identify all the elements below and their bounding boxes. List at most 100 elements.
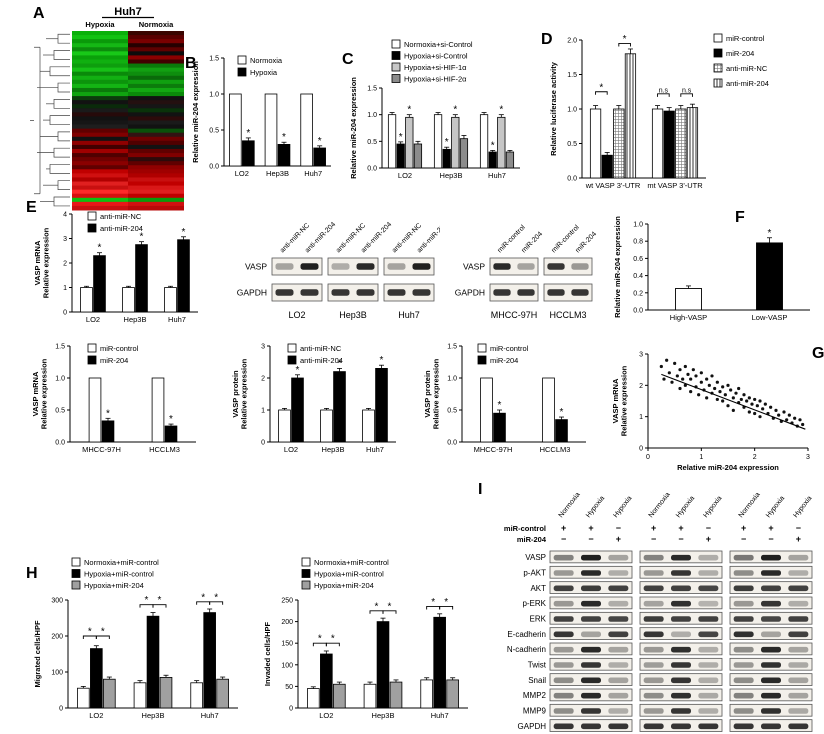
svg-text:3: 3 bbox=[63, 236, 67, 243]
svg-text:MHCC-97H: MHCC-97H bbox=[82, 445, 121, 454]
svg-text:*: * bbox=[140, 232, 144, 243]
svg-text:*: * bbox=[282, 132, 286, 143]
svg-text:Relative expression: Relative expression bbox=[432, 358, 441, 429]
svg-text:Normoxia: Normoxia bbox=[139, 20, 174, 29]
svg-text:0.0: 0.0 bbox=[633, 308, 643, 315]
svg-text:*: * bbox=[88, 627, 92, 638]
svg-text:0.0: 0.0 bbox=[367, 166, 377, 173]
svg-text:Relative miR-204 expression: Relative miR-204 expression bbox=[677, 463, 779, 472]
panel-d-bar-chart: 0.0 0.5 1.0 1.5 2.0 Relative luciferase activ… bbox=[548, 28, 824, 209]
svg-text:VASP: VASP bbox=[525, 553, 546, 562]
svg-text:miR-204: miR-204 bbox=[574, 231, 598, 255]
svg-text:GAPDH: GAPDH bbox=[237, 288, 267, 298]
svg-text:1.0: 1.0 bbox=[633, 222, 643, 229]
svg-text:*: * bbox=[318, 634, 322, 645]
svg-text:+: + bbox=[768, 523, 773, 533]
svg-text:Hypoxia: Hypoxia bbox=[675, 495, 696, 519]
svg-text:1: 1 bbox=[63, 285, 67, 292]
svg-text:*: * bbox=[145, 595, 149, 606]
svg-text:*: * bbox=[182, 227, 186, 238]
svg-text:0: 0 bbox=[261, 440, 265, 447]
svg-text:Normoxia: Normoxia bbox=[738, 491, 762, 519]
svg-text:*: * bbox=[296, 365, 300, 376]
svg-text:2: 2 bbox=[753, 454, 757, 461]
svg-text:0: 0 bbox=[59, 706, 63, 713]
svg-text:100: 100 bbox=[51, 670, 63, 677]
svg-text:*: * bbox=[375, 601, 379, 612]
svg-text:anti-miR-NC: anti-miR-NC bbox=[100, 212, 142, 221]
svg-text:anti-miR-204: anti-miR-204 bbox=[300, 356, 343, 365]
svg-text:1.0: 1.0 bbox=[367, 112, 377, 119]
svg-text:*: * bbox=[445, 137, 449, 148]
svg-text:MMP2: MMP2 bbox=[523, 691, 547, 700]
svg-text:−: − bbox=[651, 534, 656, 544]
svg-text:Relative expression: Relative expression bbox=[240, 358, 249, 429]
svg-text:0.8: 0.8 bbox=[633, 239, 643, 246]
svg-text:*: * bbox=[201, 592, 205, 603]
svg-text:Invaded cells/HPF: Invaded cells/HPF bbox=[263, 621, 272, 686]
svg-text:Hypoxia: Hypoxia bbox=[702, 495, 723, 519]
svg-text:Huh7: Huh7 bbox=[488, 171, 506, 180]
svg-text:Hep3B: Hep3B bbox=[372, 711, 395, 720]
svg-text:1: 1 bbox=[699, 454, 703, 461]
svg-text:miR-control: miR-control bbox=[100, 344, 139, 353]
svg-text:Normoxia+miR-control: Normoxia+miR-control bbox=[314, 558, 389, 567]
svg-text:*: * bbox=[499, 105, 503, 116]
svg-text:VASP: VASP bbox=[245, 262, 267, 272]
svg-text:*: * bbox=[599, 82, 603, 93]
svg-text:300: 300 bbox=[51, 598, 63, 605]
svg-text:1: 1 bbox=[639, 414, 643, 421]
panel-h-migration-chart-svg: 0 100 200 300 Migrated cells/HPF LO2 Hep3B Huh7… bbox=[33, 557, 238, 720]
panel-label-e: E bbox=[26, 199, 37, 216]
svg-text:Relative expression: Relative expression bbox=[42, 227, 51, 298]
svg-text:VASP mRNA: VASP mRNA bbox=[611, 378, 620, 423]
svg-text:1.0: 1.0 bbox=[209, 92, 219, 99]
svg-text:High-VASP: High-VASP bbox=[670, 313, 707, 322]
svg-text:*: * bbox=[388, 601, 392, 612]
svg-text:VASP mRNA: VASP mRNA bbox=[33, 240, 42, 285]
panel-label-b: B bbox=[185, 55, 197, 72]
svg-text:4: 4 bbox=[63, 212, 67, 219]
panel-f-bar-chart-svg: 0.0 0.2 0.4 0.6 0.8 1.0 Relative miR-204 expre… bbox=[613, 216, 810, 322]
svg-text:−: − bbox=[561, 534, 566, 544]
svg-text:Hypoxia: Hypoxia bbox=[85, 20, 115, 29]
svg-text:HCCLM3: HCCLM3 bbox=[540, 445, 571, 454]
svg-text:MHCC-97H: MHCC-97H bbox=[474, 445, 513, 454]
svg-text:2.0: 2.0 bbox=[567, 38, 577, 45]
svg-text:GAPDH: GAPDH bbox=[518, 722, 547, 731]
svg-text:Normoxia: Normoxia bbox=[250, 56, 283, 65]
panel-g-scatter-plot: 0 1 2 3 0 1 2 3 Relative miR-204 expression VASP … bbox=[610, 346, 818, 479]
svg-text:Hypoxia+miR-204: Hypoxia+miR-204 bbox=[314, 581, 374, 590]
svg-text:*: * bbox=[318, 136, 322, 147]
svg-text:Snail: Snail bbox=[528, 676, 546, 685]
svg-text:−: − bbox=[768, 534, 773, 544]
svg-text:*: * bbox=[444, 597, 448, 608]
svg-text:0: 0 bbox=[63, 310, 67, 317]
panel-label-a: A bbox=[33, 5, 45, 22]
panel-e-mrna-mir-chart: 0.0 0.5 1.0 1.5 VASP mRNA Relative expression… bbox=[30, 340, 202, 469]
panel-e-mrna-antimir-chart: 0 1 2 3 4 VASP mRNA Relative expression LO2 * Hep… bbox=[32, 208, 204, 339]
svg-text:n.s: n.s bbox=[659, 87, 669, 94]
svg-text:Hep3B: Hep3B bbox=[266, 169, 289, 178]
svg-text:Normoxia+si-Control: Normoxia+si-Control bbox=[404, 40, 473, 49]
svg-text:n.s: n.s bbox=[682, 87, 692, 94]
svg-text:*: * bbox=[246, 128, 250, 139]
svg-text:LO2: LO2 bbox=[319, 711, 333, 720]
svg-text:AKT: AKT bbox=[530, 584, 546, 593]
svg-text:miR-204: miR-204 bbox=[490, 356, 518, 365]
svg-text:Relative miR-204 expression: Relative miR-204 expression bbox=[191, 61, 200, 163]
panel-e-mrna-mir-chart-svg: 0.0 0.5 1.0 1.5 VASP mRNA Relative expression… bbox=[31, 344, 196, 454]
svg-text:*: * bbox=[407, 105, 411, 116]
svg-text:Hypoxia+si-HIF-2α: Hypoxia+si-HIF-2α bbox=[404, 75, 467, 84]
svg-text:0.5: 0.5 bbox=[367, 139, 377, 146]
svg-text:mt VASP 3'-UTR: mt VASP 3'-UTR bbox=[647, 181, 703, 190]
panel-a-heatmap: Huh7 Hypoxia Normoxia bbox=[28, 2, 190, 219]
svg-text:Low-VASP: Low-VASP bbox=[752, 313, 788, 322]
svg-text:*: * bbox=[453, 105, 457, 116]
svg-text:HCCLM3: HCCLM3 bbox=[549, 310, 586, 320]
svg-text:+: + bbox=[741, 523, 746, 533]
svg-text:Relative luciferase activity: Relative luciferase activity bbox=[549, 61, 558, 156]
svg-text:wt VASP 3'-UTR: wt VASP 3'-UTR bbox=[585, 181, 641, 190]
svg-text:*: * bbox=[431, 597, 435, 608]
svg-text:+: + bbox=[561, 523, 566, 533]
